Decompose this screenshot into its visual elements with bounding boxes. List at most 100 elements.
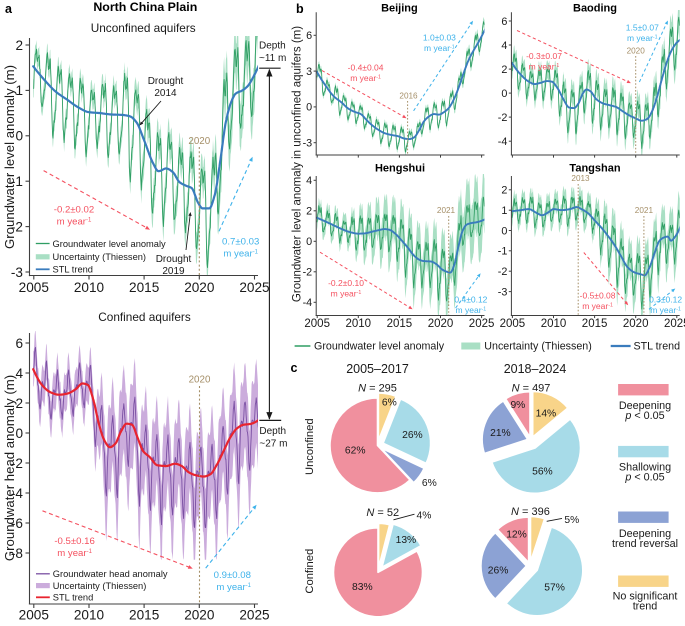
svg-text:-2: -2 [498, 266, 508, 278]
svg-text:Groundwater level anomaly (m): Groundwater level anomaly (m) [2, 65, 17, 249]
svg-text:2010: 2010 [74, 280, 105, 295]
svg-text:-3: -3 [303, 138, 313, 150]
svg-text:0: 0 [306, 236, 312, 248]
svg-text:1: 1 [15, 83, 23, 98]
svg-text:2015: 2015 [387, 318, 413, 330]
svg-text:2019: 2019 [162, 266, 185, 277]
svg-text:m year-1: m year-1 [529, 62, 560, 72]
svg-text:p < 0.05: p < 0.05 [624, 471, 664, 483]
svg-text:Deepening: Deepening [619, 528, 671, 540]
svg-text:-2: -2 [303, 267, 313, 279]
svg-text:14%: 14% [536, 409, 557, 420]
svg-text:Unconfined aquifers: Unconfined aquifers [91, 21, 196, 35]
svg-text:Deepening: Deepening [619, 400, 671, 412]
svg-text:-8: -8 [11, 546, 23, 561]
svg-text:-0.3±0.07: -0.3±0.07 [526, 51, 562, 61]
svg-text:13%: 13% [396, 535, 417, 546]
svg-text:m year-1: m year-1 [57, 217, 92, 228]
svg-text:2020: 2020 [189, 375, 211, 386]
svg-text:-3: -3 [498, 286, 508, 298]
svg-text:trend: trend [633, 601, 658, 613]
svg-text:0.4±0.12: 0.4±0.12 [454, 295, 487, 305]
svg-text:2013: 2013 [571, 174, 590, 183]
svg-text:-0.5±0.08: -0.5±0.08 [580, 291, 616, 301]
svg-text:N = 396: N = 396 [511, 506, 550, 518]
svg-text:2010: 2010 [541, 318, 567, 330]
svg-text:-3: -3 [11, 265, 23, 280]
svg-text:3: 3 [306, 66, 312, 78]
svg-text:0.3±0.12: 0.3±0.12 [649, 295, 682, 305]
svg-text:2: 2 [15, 396, 23, 411]
svg-text:9%: 9% [510, 400, 525, 411]
svg-text:2020: 2020 [188, 136, 210, 147]
svg-text:2: 2 [501, 64, 507, 76]
svg-text:-0.4±0.04: -0.4±0.04 [348, 63, 384, 73]
svg-text:a: a [5, 2, 13, 16]
svg-text:2005: 2005 [19, 608, 49, 622]
svg-text:6%: 6% [422, 478, 437, 489]
svg-text:4: 4 [15, 366, 23, 381]
svg-text:4: 4 [501, 40, 507, 52]
svg-text:57%: 57% [544, 583, 565, 594]
svg-text:2020: 2020 [184, 280, 215, 295]
svg-text:2: 2 [15, 38, 23, 53]
svg-text:56%: 56% [532, 467, 553, 478]
svg-text:Beijing: Beijing [381, 3, 418, 15]
svg-text:2005–2017: 2005–2017 [346, 362, 409, 376]
svg-text:2016: 2016 [399, 92, 418, 101]
svg-text:2025: 2025 [239, 608, 269, 622]
svg-text:-6: -6 [11, 516, 23, 531]
svg-text:21%: 21% [490, 428, 511, 439]
svg-text:6: 6 [15, 336, 23, 351]
svg-text:0.9±0.08: 0.9±0.08 [214, 570, 251, 581]
svg-text:Groundwater head anomaly (m): Groundwater head anomaly (m) [2, 375, 17, 561]
svg-text:m year-1: m year-1 [650, 305, 681, 315]
svg-text:~11 m: ~11 m [259, 53, 286, 64]
svg-text:Shallowing: Shallowing [619, 461, 671, 473]
svg-text:STL trend: STL trend [53, 265, 93, 275]
svg-text:4: 4 [306, 175, 312, 187]
svg-text:Hengshui: Hengshui [375, 163, 425, 175]
svg-text:2025: 2025 [664, 318, 685, 330]
svg-text:2014: 2014 [154, 88, 177, 99]
svg-text:N = 52: N = 52 [366, 507, 399, 519]
svg-text:No significant: No significant [613, 591, 678, 603]
svg-text:6%: 6% [382, 398, 397, 409]
svg-text:-0.2±0.02: -0.2±0.02 [54, 205, 94, 216]
svg-text:trend reversal: trend reversal [612, 538, 678, 550]
svg-text:Uncertainty (Thiessen): Uncertainty (Thiessen) [53, 252, 147, 262]
svg-text:m year-1: m year-1 [223, 249, 258, 260]
svg-text:2025: 2025 [469, 318, 495, 330]
svg-text:p < 0.05: p < 0.05 [624, 410, 664, 422]
svg-text:North China Plain: North China Plain [93, 0, 197, 14]
svg-text:0: 0 [501, 225, 507, 237]
svg-text:2020: 2020 [184, 608, 215, 622]
svg-text:Groundwater level anomaly in u: Groundwater level anomaly in unconfined … [292, 26, 304, 302]
svg-text:2020: 2020 [623, 318, 649, 330]
svg-text:-2: -2 [11, 219, 23, 234]
svg-text:2015: 2015 [129, 608, 159, 622]
svg-text:1.0±0.03: 1.0±0.03 [423, 33, 456, 43]
svg-text:0: 0 [501, 88, 507, 100]
svg-text:0: 0 [15, 426, 23, 441]
svg-text:62%: 62% [345, 446, 366, 457]
svg-text:2025: 2025 [239, 280, 269, 295]
svg-text:1.5±0.07: 1.5±0.07 [626, 23, 659, 33]
svg-text:2020: 2020 [627, 47, 646, 56]
svg-text:m year-1: m year-1 [57, 548, 92, 559]
svg-text:4%: 4% [417, 511, 432, 522]
svg-text:6: 6 [306, 30, 312, 42]
svg-text:-1: -1 [11, 174, 23, 189]
svg-text:-0.5±0.16: -0.5±0.16 [54, 536, 94, 547]
svg-text:-4: -4 [11, 486, 24, 501]
svg-text:Baoding: Baoding [573, 3, 617, 15]
svg-text:-4: -4 [303, 297, 313, 309]
svg-text:Drought: Drought [156, 254, 192, 265]
svg-text:STL trend: STL trend [634, 341, 681, 353]
svg-text:2018–2024: 2018–2024 [504, 362, 567, 376]
svg-text:m year-1: m year-1 [424, 43, 455, 53]
svg-text:6: 6 [501, 16, 507, 28]
svg-text:26%: 26% [402, 430, 423, 441]
svg-text:2010: 2010 [346, 318, 372, 330]
svg-text:b: b [296, 2, 304, 16]
